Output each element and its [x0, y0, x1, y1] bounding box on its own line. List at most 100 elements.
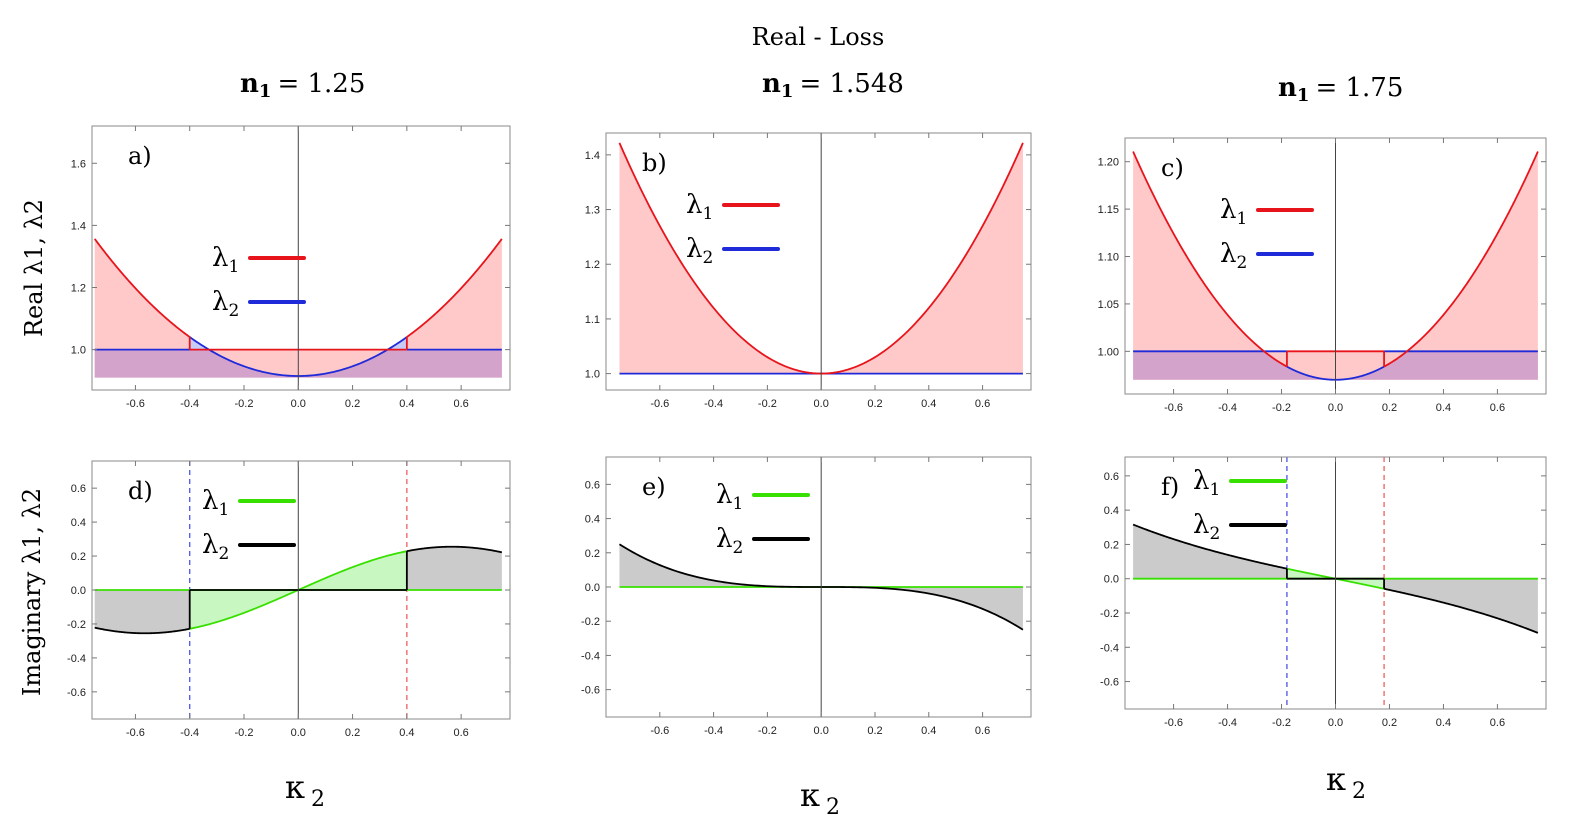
x-tick-label: -0.2	[235, 398, 254, 410]
x-tick-label: 0.6	[975, 725, 990, 737]
y-tick-label: 0.2	[585, 548, 600, 560]
legend-label-1: λ1	[716, 480, 743, 514]
x-tick-label: -0.4	[180, 398, 199, 410]
y-tick-label: 0.4	[585, 514, 600, 526]
svg-text:n1= 1.25: n1 = 1.25	[240, 69, 365, 102]
x-tick-label: 0.0	[291, 398, 306, 410]
x-tick-label: 0.4	[921, 398, 936, 410]
panel-a: -0.6 -0.4 -0.2 0.0 0.2 0.4 0.6 1.0 1.2 1.4 1.6 a) λ1…	[71, 125, 511, 410]
panel-label: f)	[1161, 473, 1179, 501]
legend-label-1: λ1	[686, 190, 713, 224]
x-tick-label: 0.2	[1382, 402, 1397, 414]
svg-text:κ2: κ2	[1326, 760, 1366, 804]
x-tick-label: -0.2	[758, 398, 777, 410]
x-tick-label: -0.6	[650, 398, 669, 410]
plot-frame	[605, 132, 1032, 391]
lambda2-right	[1383, 587, 1539, 634]
fill-green-right	[1335, 578, 1385, 589]
legend-label-2: λ2	[686, 234, 713, 268]
fill-gray-left	[1133, 524, 1287, 579]
fill-upper	[619, 142, 1023, 374]
y-tick-label: 0.0	[1104, 574, 1119, 586]
x-tick-label: 0.0	[1328, 402, 1343, 414]
y-tick-label: -0.2	[67, 619, 86, 631]
y-tick-label: 1.0	[585, 369, 600, 381]
fill-green-left	[189, 590, 299, 629]
y-tick-label: 0.4	[1104, 505, 1119, 517]
y-tick-label: 1.2	[71, 283, 86, 295]
lambda2-left	[94, 626, 190, 635]
panel-label: a)	[128, 142, 152, 170]
svg-text:n1= 1.75: n1 = 1.75	[1278, 73, 1403, 106]
col-title-1: n1 = 1.25	[240, 69, 365, 102]
plot-area	[1132, 151, 1539, 381]
x-tick-label: -0.2	[235, 727, 254, 739]
fill-gray-right	[1384, 578, 1538, 633]
y-tick-label: 1.4	[585, 150, 600, 162]
y-tick-label: -0.6	[67, 687, 86, 699]
plot-area	[93, 238, 503, 378]
y-tick-label: 0.2	[71, 551, 86, 563]
x-tick-label: -0.4	[1218, 402, 1237, 414]
x-tick-label: 0.0	[814, 398, 829, 410]
y-tick-label: 0.4	[71, 517, 86, 529]
y-tick-label: 1.05	[1098, 299, 1119, 311]
panel-d: -0.6 -0.4 -0.2 0.0 0.2 0.4 0.6 -0.6 -0.4 -0.2 0.0 0…	[67, 460, 511, 739]
x-tick-label: 0.6	[453, 727, 468, 739]
x-tick-label: 0.0	[814, 725, 829, 737]
legend-label-1: λ1	[1220, 195, 1247, 229]
y-tick-label: -0.2	[581, 616, 600, 628]
x-tick-label: 0.2	[867, 725, 882, 737]
lambda1-left	[1132, 151, 1288, 368]
fill-green-left	[1286, 568, 1336, 579]
col-title-3: n1 = 1.75	[1278, 73, 1403, 106]
svg-text:κ2: κ2	[285, 768, 325, 812]
x-tick-label: 0.6	[1490, 717, 1505, 729]
x-tick-label: 0.4	[399, 398, 414, 410]
panel-label: b)	[642, 149, 667, 177]
legend-label-2: λ2	[202, 530, 229, 564]
panel-b: -0.6 -0.4 -0.2 0.0 0.2 0.4 0.6 1.0 1.1 1.2 1.3 1.4 b…	[585, 132, 1032, 410]
x-tick-label: -0.4	[1218, 717, 1237, 729]
x-tick-label: -0.6	[126, 398, 145, 410]
legend-label-1: λ1	[212, 243, 239, 277]
x-tick-label: 0.6	[453, 398, 468, 410]
fill-gray-left	[94, 590, 190, 634]
x-tick-label: -0.2	[1272, 402, 1291, 414]
y-tick-label: 1.00	[1098, 346, 1119, 358]
plot-area	[1132, 457, 1539, 709]
ylabel-bottom: Imaginary λ1, λ2	[18, 488, 46, 696]
y-tick-label: 0.6	[585, 479, 600, 491]
y-tick-label: 1.4	[71, 220, 86, 232]
fill-gray-right	[406, 546, 502, 590]
x-tick-label: -0.4	[180, 727, 199, 739]
y-tick-label: 1.2	[585, 259, 600, 271]
legend-label-2: λ2	[212, 287, 239, 321]
main-title: Real - Loss	[752, 23, 885, 51]
panel-f: -0.6 -0.4 -0.2 0.0 0.2 0.4 0.6 -0.6 -0.4 -0.2 0.0 0…	[1100, 456, 1547, 729]
legend-label-1: λ1	[1193, 466, 1220, 500]
plot-area	[94, 461, 503, 719]
fill-lower-band	[94, 349, 502, 378]
y-tick-label: 1.1	[585, 314, 600, 326]
legend-label-2: λ2	[716, 524, 743, 558]
x-tick-label: -0.6	[650, 725, 669, 737]
y-tick-label: -0.2	[1100, 608, 1119, 620]
y-tick-label: -0.4	[67, 653, 86, 665]
x-tick-label: -0.4	[704, 725, 723, 737]
x-tick-label: 0.2	[1382, 717, 1397, 729]
legend-label-2: λ2	[1193, 510, 1220, 544]
x-tick-label: 0.4	[1436, 717, 1451, 729]
fill-lower-band	[1133, 351, 1538, 380]
y-tick-label: 0.6	[71, 483, 86, 495]
y-tick-label: 0.2	[1104, 539, 1119, 551]
y-tick-label: 0.0	[71, 585, 86, 597]
lambda1-left	[93, 238, 191, 338]
y-tick-label: 1.6	[71, 158, 86, 170]
panel-e: -0.6 -0.4 -0.2 0.0 0.2 0.4 0.6 -0.6 -0.4 -0.2 0.0 0…	[581, 456, 1032, 737]
panel-label: d)	[128, 477, 153, 505]
x-tick-label: 0.2	[345, 398, 360, 410]
x-tick-label: 0.2	[867, 398, 882, 410]
lambda1-right	[1383, 151, 1539, 368]
